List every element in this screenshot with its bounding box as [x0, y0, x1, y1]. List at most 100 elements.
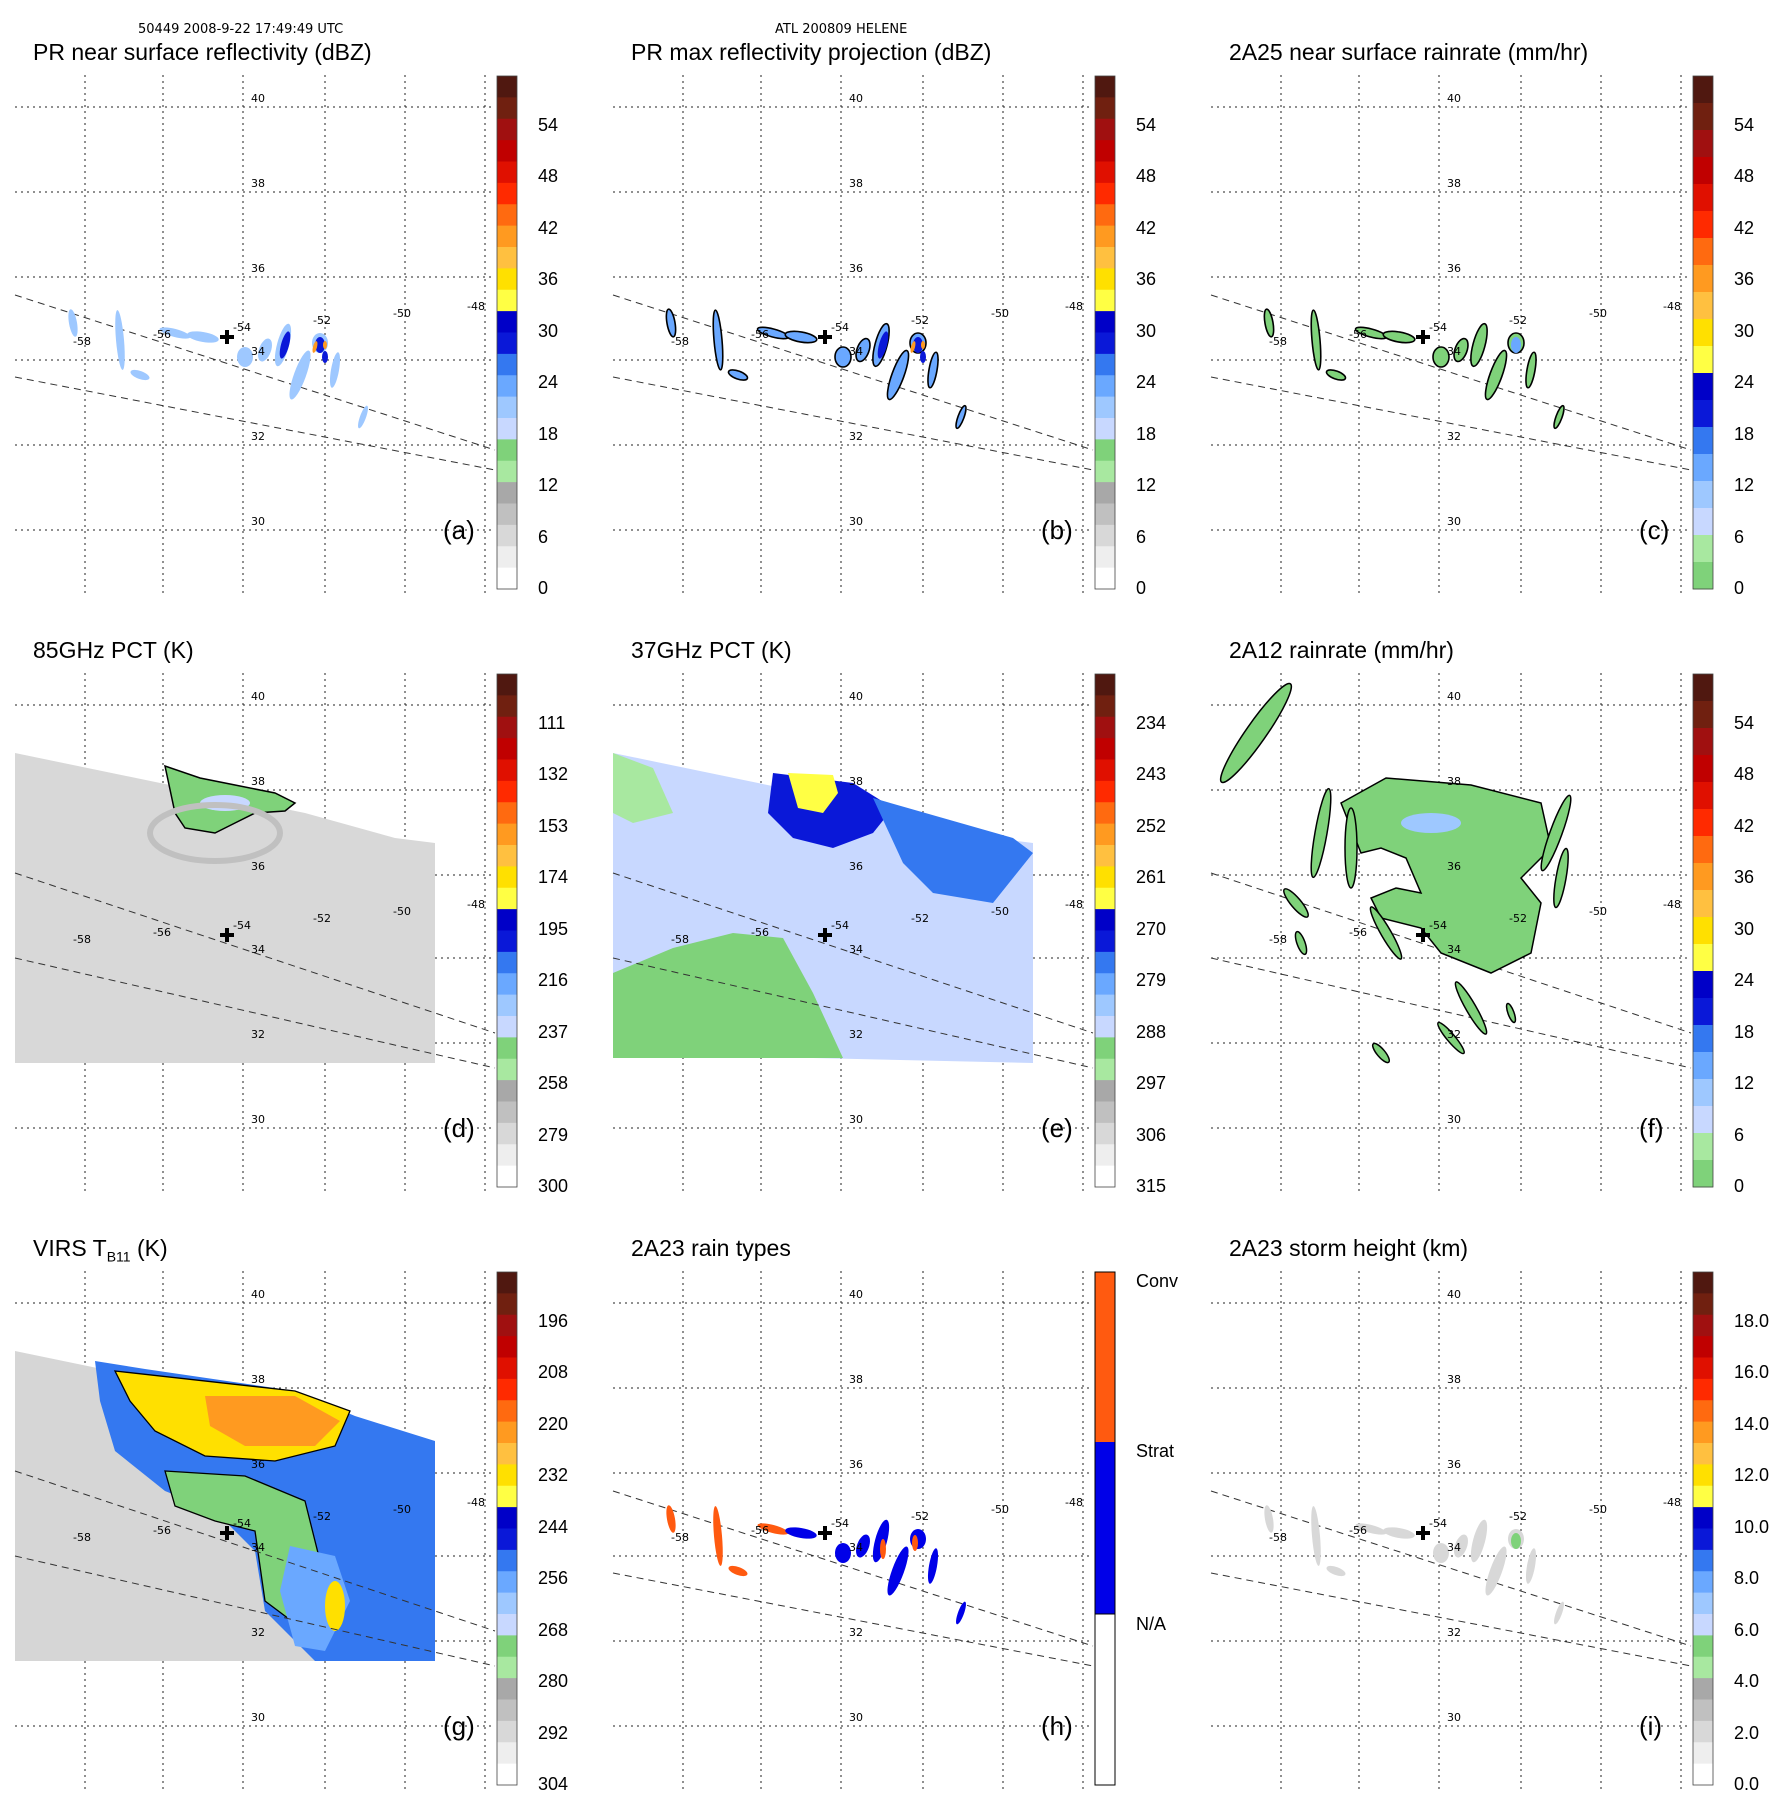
panel-title-text: PR max reflectivity projection (dBZ) — [631, 39, 992, 65]
panel-title: 85GHz PCT (K) — [33, 637, 194, 664]
longitude-label: -50 — [991, 307, 1009, 320]
colorbar-tick-label: 195 — [538, 918, 569, 939]
swath-edge-line — [14, 872, 496, 1034]
longitude-label: -54 — [831, 919, 849, 932]
latitude-label: 38 — [1447, 775, 1461, 788]
longitude-label: -52 — [1509, 1510, 1527, 1523]
scattering-core — [788, 773, 838, 813]
colorbar-tick-label: 279 — [1136, 970, 1167, 990]
colorbar-tick-label: 243 — [1136, 764, 1167, 784]
rain-type-cell — [835, 1543, 851, 1563]
colorbar-tick-label: 48 — [1136, 166, 1157, 186]
latitude-label: 38 — [251, 1373, 265, 1386]
storm-center-cross-icon — [818, 928, 832, 942]
latitude-label: 40 — [251, 1288, 265, 1301]
colorbar-tick-label: Strat — [1136, 1441, 1175, 1461]
panel-i: 40 38 36 34 32 30 -58 -56 -54 -52 -50 -48 2A23 storm… — [1201, 1231, 1771, 1801]
latitude-label: 38 — [1447, 177, 1461, 190]
rain-type-cell — [856, 1534, 870, 1558]
longitude-label: -50 — [393, 905, 411, 918]
rain-type-cell — [728, 1565, 748, 1577]
latitude-label: 32 — [1447, 430, 1461, 443]
longitude-label: -56 — [751, 328, 769, 341]
longitude-label: -56 — [1349, 926, 1367, 939]
colorbar-tick-label: 54 — [1734, 712, 1755, 733]
latitude-label: 38 — [849, 1373, 863, 1386]
longitude-label: -52 — [1509, 912, 1527, 925]
colorbar-tick-label: 24 — [1136, 372, 1157, 392]
colorbar — [1692, 1271, 1714, 1786]
panel-h: 40 38 36 34 32 30 -58 -56 -54 -52 -50 -48 2A23 rain … — [603, 1231, 1183, 1801]
latitude-label: 30 — [251, 1113, 265, 1126]
colorbar-tick-label: 12 — [1734, 1073, 1755, 1093]
longitude-label: -54 — [233, 919, 251, 932]
swath-edge-line — [612, 376, 1094, 471]
latitude-label: 40 — [1447, 690, 1461, 703]
colorbar-tick-label: 6 — [1136, 526, 1147, 547]
panel-label: (e) — [1041, 1113, 1073, 1143]
colorbar-tick-label: 54 — [1734, 114, 1755, 135]
colorbar-tick-label: 288 — [1136, 1021, 1167, 1042]
colorbar-tick-label: 12 — [1734, 475, 1755, 495]
longitude-label: -48 — [1663, 300, 1681, 313]
warm-region — [613, 933, 843, 1058]
panel-label: (i) — [1639, 1711, 1663, 1741]
latitude-label: 38 — [1447, 1373, 1461, 1386]
colorbar-tick-label: 36 — [1734, 867, 1755, 887]
panel-title: PR near surface reflectivity (dBZ) — [33, 39, 372, 66]
latitude-label: 38 — [849, 177, 863, 190]
longitude-label: -56 — [153, 926, 171, 939]
storm-center-cross-icon — [818, 330, 832, 344]
latitude-label: 32 — [251, 1028, 265, 1041]
longitude-label: -54 — [233, 1517, 251, 1530]
latitude-label: 32 — [1447, 1028, 1461, 1041]
longitude-label: -58 — [671, 335, 689, 348]
colorbar-tick-label: 42 — [1734, 217, 1755, 238]
latitude-label: 36 — [251, 262, 265, 275]
colorbar — [1094, 75, 1116, 590]
colorbar-tick-label: 48 — [538, 166, 559, 186]
longitude-label: -52 — [911, 912, 929, 925]
swath-edge-line — [14, 376, 496, 471]
colorbar-tick-label: 208 — [538, 1362, 569, 1382]
orbit-timestamp: 50449 2008-9-22 17:49:49 UTC — [138, 22, 344, 37]
panel-title-text: 2A12 rainrate (mm/hr) — [1229, 637, 1454, 663]
colorbar — [496, 75, 518, 590]
longitude-label: -52 — [911, 1510, 929, 1523]
latitude-label: 34 — [1447, 943, 1461, 956]
colorbar-tick-label: 0 — [1136, 578, 1147, 598]
storm-center-cross-icon — [1416, 1526, 1430, 1540]
colorbar-tick-label: 30 — [1136, 320, 1157, 341]
colorbar-tick-label: 36 — [538, 269, 559, 289]
lat-lon-grid — [613, 1271, 1093, 1791]
colorbar-tick-label: 252 — [1136, 815, 1167, 836]
longitude-label: -48 — [467, 898, 485, 911]
colorbar-tick-label: 280 — [538, 1671, 569, 1691]
longitude-label: -56 — [1349, 328, 1367, 341]
rain-type-cell — [912, 1535, 918, 1551]
panel-c: 40 38 36 34 32 30 -58 -56 -54 -52 -50 -48 2A25 near … — [1201, 35, 1771, 605]
colorbar-tick-label: 6 — [1734, 526, 1745, 547]
latitude-label: 34 — [1447, 1541, 1461, 1554]
colorbar-tick-label: 306 — [1136, 1124, 1167, 1145]
coldest-cloud-top — [205, 1396, 340, 1446]
storm-center-cross-icon — [818, 1526, 832, 1540]
rain-type-cell — [666, 1505, 676, 1533]
longitude-label: -56 — [751, 1524, 769, 1537]
swath-edge-line — [14, 1470, 496, 1632]
longitude-label: -48 — [1663, 898, 1681, 911]
colorbar — [496, 673, 518, 1188]
panel-title-text: 2A23 rain types — [631, 1235, 791, 1261]
map-canvas: 40 38 36 34 32 30 -58 -56 -54 -52 -50 -48 — [1210, 673, 1692, 1193]
colorbar-tick-label: 48 — [1734, 166, 1755, 186]
longitude-label: -58 — [1269, 1531, 1287, 1544]
lat-lon-grid — [1211, 75, 1691, 595]
swath-edge-line — [1210, 376, 1692, 471]
latitude-label: 32 — [251, 1626, 265, 1639]
panel-title-text: 37GHz PCT (K) — [631, 637, 792, 663]
colorbar-tick-label: 216 — [538, 970, 569, 990]
swath-edge-line — [1210, 1572, 1692, 1667]
colorbar-tick-label: 132 — [538, 764, 569, 784]
latitude-label: 34 — [1447, 345, 1461, 358]
latitude-label: 40 — [1447, 92, 1461, 105]
